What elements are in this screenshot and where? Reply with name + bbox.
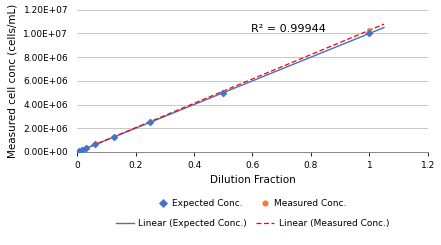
Text: R² = 0.99944: R² = 0.99944 [251, 24, 326, 34]
Y-axis label: Measured cell conc (cells/mL): Measured cell conc (cells/mL) [8, 4, 18, 158]
Legend: Linear (Expected Conc.), Linear (Measured Conc.): Linear (Expected Conc.), Linear (Measure… [116, 219, 389, 228]
X-axis label: Dilution Fraction: Dilution Fraction [209, 175, 295, 185]
